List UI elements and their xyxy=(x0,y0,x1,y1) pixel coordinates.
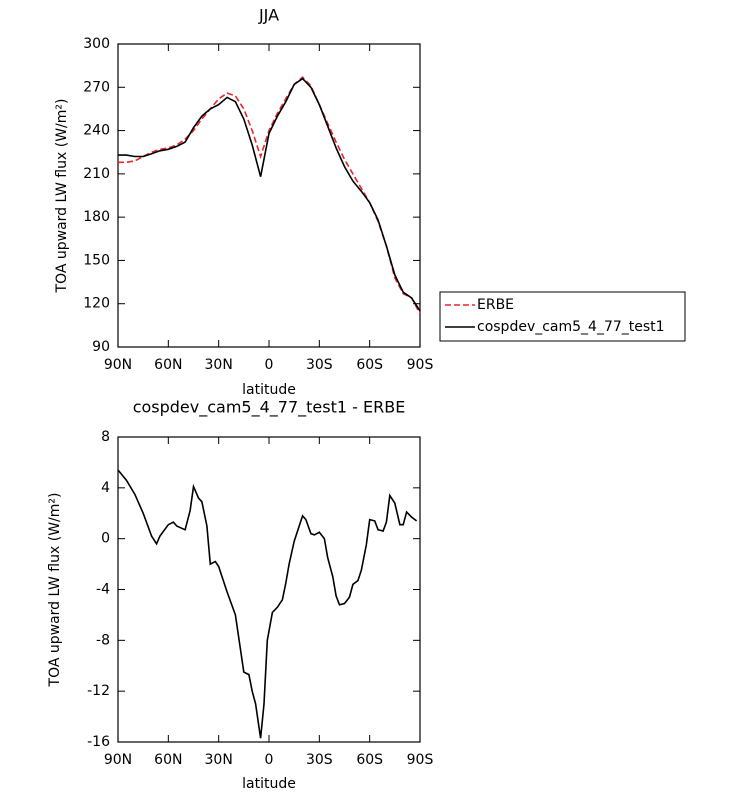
y-tick-label: 180 xyxy=(83,209,110,225)
y-tick-label: -8 xyxy=(96,632,110,648)
y-tick-label: 240 xyxy=(83,123,110,139)
legend-label: ERBE xyxy=(477,297,514,313)
plot-frame xyxy=(117,436,421,743)
legend-label: cospdev_cam5_4_77_test1 xyxy=(477,319,665,335)
x-axis-label: latitude xyxy=(242,776,296,792)
data-line xyxy=(118,76,421,315)
x-tick-label: 60N xyxy=(154,752,182,768)
y-tick-label: 120 xyxy=(83,296,110,312)
x-tick-label: 30N xyxy=(205,357,233,373)
y-tick-label: -12 xyxy=(87,683,110,699)
y-tick-label: -16 xyxy=(87,734,110,750)
x-tick-label: 0 xyxy=(265,752,274,768)
data-line xyxy=(117,469,418,739)
x-tick-label: 30N xyxy=(205,752,233,768)
x-tick-label: 90S xyxy=(407,357,434,373)
x-tick-label: 30S xyxy=(306,752,333,768)
x-axis-label: latitude xyxy=(242,382,296,398)
y-axis-label: TOA upward LW flux (W/m²) xyxy=(47,493,63,688)
y-tick-label: 210 xyxy=(83,166,110,182)
y-tick-label: 4 xyxy=(101,480,110,496)
x-tick-label: 0 xyxy=(265,357,274,373)
x-tick-label: 60S xyxy=(356,752,383,768)
data-line xyxy=(118,77,421,312)
x-tick-label: 90N xyxy=(104,752,132,768)
y-tick-label: 150 xyxy=(83,252,110,268)
x-tick-label: 60S xyxy=(356,357,383,373)
y-axis-label: TOA upward LW flux (W/m²) xyxy=(54,99,70,294)
x-tick-label: 90S xyxy=(407,752,434,768)
y-tick-label: 90 xyxy=(92,339,110,355)
x-tick-label: 60N xyxy=(154,357,182,373)
chart-title: cospdev_cam5_4_77_test1 - ERBE xyxy=(133,398,406,418)
plot-frame xyxy=(117,43,421,348)
y-tick-label: -4 xyxy=(96,582,110,598)
chart-title: JJA xyxy=(258,6,279,25)
y-tick-label: 0 xyxy=(101,531,110,547)
x-tick-label: 30S xyxy=(306,357,333,373)
legend-box xyxy=(439,291,686,342)
y-tick-label: 300 xyxy=(83,36,110,52)
y-tick-label: 8 xyxy=(101,429,110,445)
y-tick-label: 270 xyxy=(83,79,110,95)
x-tick-label: 90N xyxy=(104,357,132,373)
